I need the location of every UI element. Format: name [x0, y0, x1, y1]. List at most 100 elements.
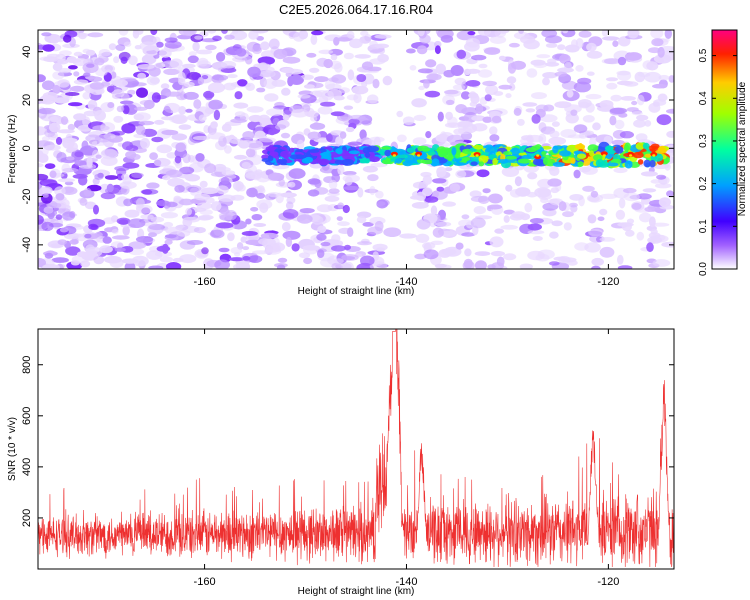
heatmap-blob: [318, 49, 334, 55]
heatmap-blob: [578, 30, 592, 38]
heatmap-blob: [89, 82, 105, 90]
heatmap-blob: [84, 201, 97, 210]
heatmap-blob: [245, 148, 256, 158]
heatmap-blob: [482, 188, 491, 194]
heatmap-blob: [59, 227, 69, 233]
heatmap-blob: [599, 237, 616, 242]
heatmap-blob: [67, 123, 76, 131]
heatmap-blob: [605, 77, 619, 82]
heatmap-blob: [43, 56, 58, 63]
heatmap-blob: [210, 229, 225, 239]
heatmap-blob: [475, 103, 484, 115]
heatmap-blob: [303, 257, 313, 265]
heatmap-blob: [66, 156, 75, 161]
heatmap-blob: [623, 192, 640, 202]
heatmap-blob: [165, 91, 182, 97]
heatmap-blob: [503, 209, 515, 215]
heatmap-blob: [235, 182, 242, 192]
heatmap-blob: [330, 54, 338, 61]
heatmap-blob: [85, 244, 95, 254]
heatmap-blob: [311, 30, 324, 36]
heatmap-blob: [183, 81, 195, 88]
heatmap-blob: [609, 107, 627, 115]
heatmap-blob: [236, 48, 247, 57]
heatmap-blob: [342, 261, 354, 269]
heatmap-blob: [116, 217, 131, 225]
heatmap-blob: [339, 131, 347, 139]
heatmap-blob: [443, 69, 455, 78]
heatmap-blob: [66, 56, 77, 63]
heatmap-blob: [520, 35, 536, 44]
heatmap-blob: [374, 220, 384, 232]
heatmap-blob: [542, 77, 550, 86]
heatmap-blob: [306, 52, 317, 58]
signal-blob: [362, 147, 371, 154]
heatmap-blob: [435, 63, 446, 75]
heatmap-blob: [473, 206, 486, 215]
signal-blob: [492, 158, 498, 166]
heatmap-blob: [657, 46, 665, 58]
signal-blob: [335, 148, 341, 154]
heatmap-blob: [82, 62, 99, 74]
heatmap-blob: [165, 262, 182, 269]
heatmap-blob: [586, 42, 597, 52]
signal-blob: [518, 158, 531, 164]
heatmap-blob: [606, 82, 618, 90]
heatmap-blob: [235, 261, 251, 269]
heatmap-blob: [440, 35, 454, 43]
heatmap-blob: [161, 243, 169, 254]
heatmap-blob: [224, 34, 235, 40]
heatmap-blob: [38, 173, 49, 181]
heatmap-blob: [124, 209, 140, 218]
heatmap-blob: [618, 197, 626, 209]
heatmap-blob: [52, 84, 61, 94]
heatmap-blob: [590, 265, 601, 269]
heatmap-blob: [509, 189, 523, 198]
heatmap-blob: [156, 144, 173, 154]
heatmap-blob: [198, 114, 207, 122]
heatmap-blob: [415, 233, 430, 243]
heatmap-blob: [253, 63, 271, 69]
heatmap-blob: [280, 132, 291, 139]
heatmap-blob: [354, 54, 371, 59]
heatmap-blob: [210, 121, 218, 129]
heatmap-blob: [218, 247, 230, 253]
heatmap-blob: [474, 251, 491, 256]
heatmap-blob: [484, 47, 501, 55]
heatmap-blob: [297, 94, 311, 99]
heatmap-blob: [296, 214, 313, 224]
heatmap-blob: [644, 120, 652, 127]
heatmap-blob: [362, 165, 378, 173]
heatmap-blob: [247, 140, 264, 150]
signal-blob: [624, 142, 631, 151]
heatmap-blob: [197, 76, 205, 85]
signal-blob: [614, 146, 624, 154]
heatmap-blob: [338, 87, 350, 94]
heatmap-blob: [621, 222, 633, 232]
heatmap-blob: [76, 251, 88, 258]
snr-frame: [37, 328, 675, 570]
heatmap-blob: [224, 145, 232, 154]
heatmap-blob: [505, 184, 513, 192]
signal-blob: [607, 162, 619, 167]
signal-blob: [541, 151, 547, 156]
heatmap-blob: [361, 120, 372, 126]
heatmap-blob: [402, 116, 415, 125]
heatmap-blob: [619, 131, 635, 139]
heatmap-blob: [335, 136, 344, 146]
heatmap-blob: [82, 91, 91, 100]
heatmap-blob: [416, 219, 431, 230]
heatmap-blob: [653, 99, 667, 106]
signal-blob: [454, 151, 461, 159]
heatmap-blob: [625, 229, 635, 237]
heatmap-blob: [281, 67, 295, 74]
heatmap-blob: [508, 42, 520, 48]
heatmap-blob: [631, 100, 638, 106]
snr-series-line: [38, 329, 674, 567]
signal-blob: [421, 159, 433, 165]
heatmap-blob: [122, 141, 134, 151]
heatmap-blob: [351, 85, 369, 95]
heatmap-blob: [476, 169, 490, 178]
heatmap-blob: [413, 114, 427, 121]
